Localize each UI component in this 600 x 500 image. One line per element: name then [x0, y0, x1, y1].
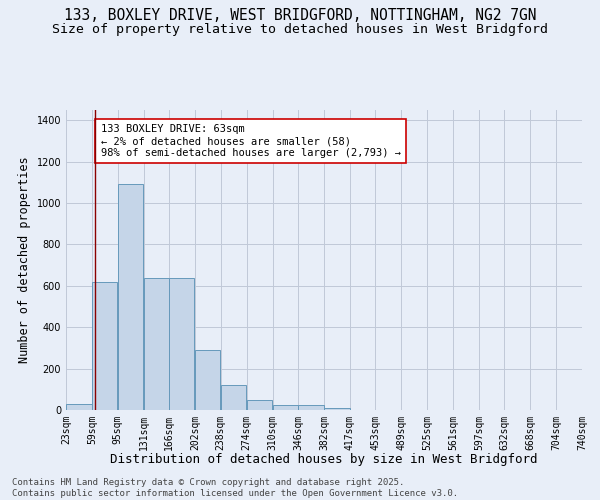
Bar [247, 400, 272, 410]
Bar [298, 405, 324, 410]
Bar [272, 405, 298, 410]
Text: 133 BOXLEY DRIVE: 63sqm
← 2% of detached houses are smaller (58)
98% of semi-det: 133 BOXLEY DRIVE: 63sqm ← 2% of detached… [101, 124, 401, 158]
Bar [221, 385, 246, 410]
Text: Distribution of detached houses by size in West Bridgford: Distribution of detached houses by size … [110, 452, 538, 466]
Bar [195, 350, 220, 410]
Bar [92, 282, 118, 410]
Bar [66, 404, 92, 410]
Bar [169, 278, 194, 410]
Text: Contains HM Land Registry data © Crown copyright and database right 2025.
Contai: Contains HM Land Registry data © Crown c… [12, 478, 458, 498]
Bar [144, 278, 169, 410]
Text: Size of property relative to detached houses in West Bridgford: Size of property relative to detached ho… [52, 22, 548, 36]
Bar [118, 184, 143, 410]
Y-axis label: Number of detached properties: Number of detached properties [18, 156, 31, 364]
Bar [325, 408, 350, 410]
Text: 133, BOXLEY DRIVE, WEST BRIDGFORD, NOTTINGHAM, NG2 7GN: 133, BOXLEY DRIVE, WEST BRIDGFORD, NOTTI… [64, 8, 536, 22]
